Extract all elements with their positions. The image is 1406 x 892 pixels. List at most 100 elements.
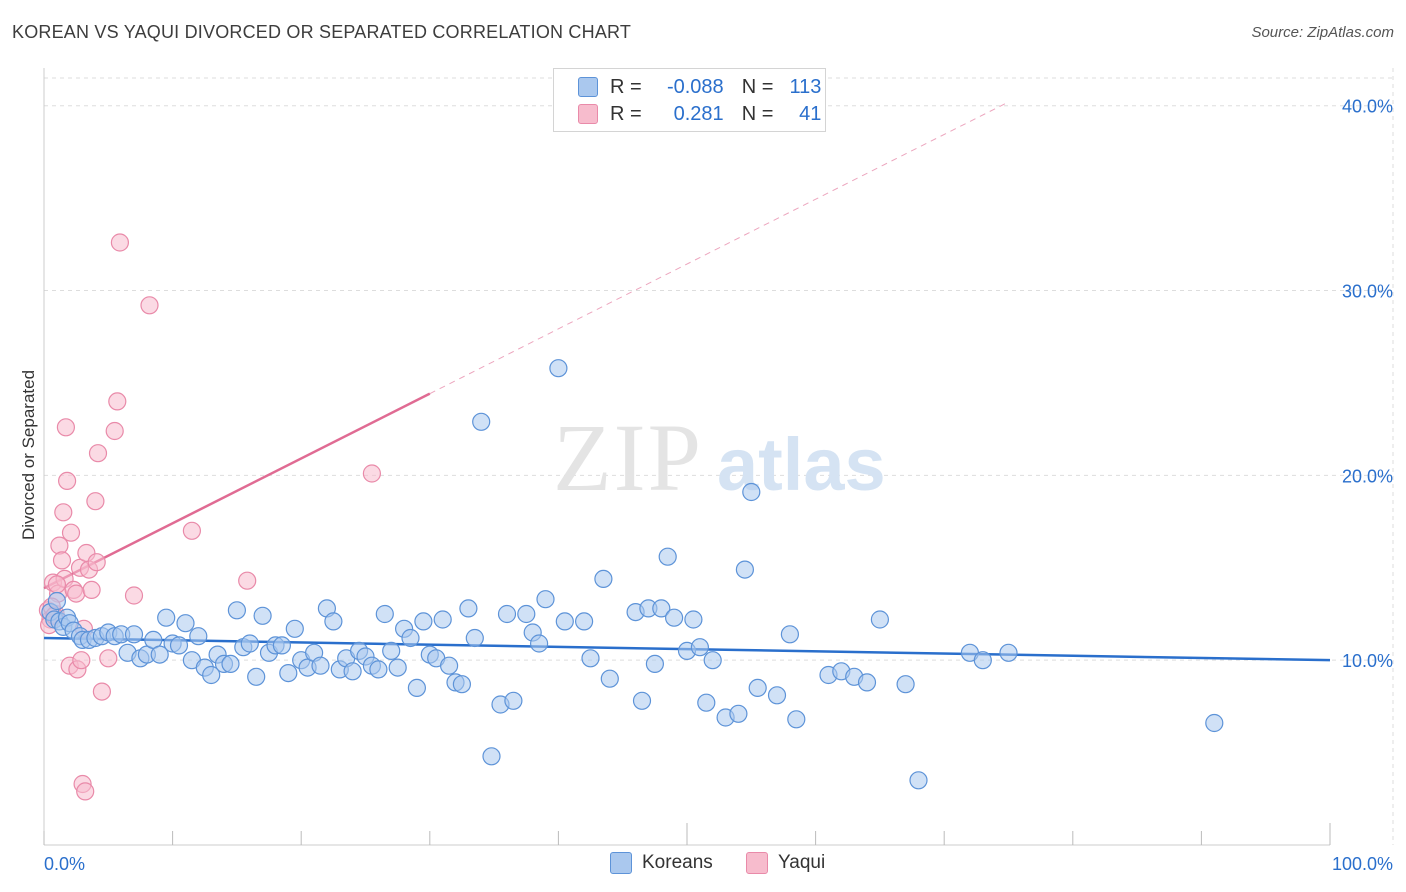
korean-point [279, 663, 298, 683]
yaqui-point [82, 580, 101, 600]
yaqui-point [87, 553, 106, 572]
korean-point [896, 675, 915, 694]
korean-point [272, 636, 291, 655]
yaqui-point [76, 782, 95, 801]
y-tick-label: 30.0% [1342, 282, 1393, 302]
korean-point [227, 601, 246, 620]
r-label: R = [610, 102, 642, 125]
stats-legend-row-koreans: R = -0.088 N = 113 [578, 75, 821, 99]
legend-item-koreans[interactable]: Koreans [610, 852, 713, 874]
korean-point [47, 591, 67, 611]
korean-point [311, 656, 330, 675]
yaqui-point [182, 521, 201, 540]
yaqui-point [86, 492, 105, 511]
korean-point [600, 669, 619, 688]
korean-point [729, 704, 748, 723]
korean-point [857, 673, 877, 692]
stats-legend-row-yaqui: R = 0.281 N = 41 [578, 102, 821, 126]
yaqui-point [362, 464, 381, 483]
n-value-koreans: 113 [789, 75, 822, 98]
korean-point [176, 614, 195, 633]
korean-point [343, 662, 362, 681]
korean-point [664, 608, 684, 627]
yaqui-point [72, 651, 91, 670]
y-tick-label: 10.0% [1342, 651, 1393, 671]
korean-point [169, 636, 189, 655]
korean-point [703, 651, 722, 670]
axes [43, 68, 1331, 846]
korean-point [382, 641, 401, 661]
korean-point [536, 590, 555, 609]
korean-point [433, 610, 452, 629]
korean-point [973, 651, 992, 670]
data-points [38, 233, 1224, 801]
yaqui-point [140, 296, 159, 315]
korean-point [999, 643, 1018, 662]
korean-point [440, 656, 459, 675]
korean-point [253, 606, 272, 625]
yaqui-point [52, 551, 72, 570]
trend-lines [43, 101, 1331, 662]
yaqui-point [56, 418, 76, 437]
korean-point [581, 649, 600, 668]
korean-point [645, 654, 665, 674]
trend-line-yaqui-extension [429, 101, 1009, 395]
korean-point [388, 658, 407, 677]
r-value-koreans: -0.088 [666, 75, 724, 98]
korean-point [780, 625, 800, 644]
korean-point [555, 612, 574, 631]
korean-point [401, 628, 420, 648]
korean-point [632, 691, 652, 710]
y-axis-label: Divorced or Separated [19, 370, 38, 540]
watermark-zip: ZIP [553, 404, 703, 511]
trend-line-yaqui [43, 392, 431, 590]
korean-point [285, 619, 304, 638]
korean-point [1205, 713, 1224, 733]
korean-point [497, 604, 517, 624]
korean-point [407, 678, 426, 698]
y-tick-label: 20.0% [1342, 466, 1393, 486]
korean-point [472, 412, 491, 431]
korean-point [482, 747, 501, 766]
korean-point [767, 686, 787, 705]
legend-label-koreans: Koreans [642, 852, 713, 873]
korean-point [247, 667, 266, 686]
korean-point [870, 610, 890, 629]
korean-point [748, 678, 767, 698]
n-value-yaqui: 41 [799, 102, 822, 125]
y-tick-label: 40.0% [1342, 97, 1393, 117]
stats-legend: R = -0.088 N = 113 R = 0.281 N = 41 [553, 68, 826, 132]
korean-point [658, 547, 677, 566]
n-label: N = [741, 75, 774, 98]
korean-point [549, 359, 568, 378]
yaqui-point [67, 584, 86, 603]
korean-point [465, 628, 484, 648]
korean-point [735, 560, 755, 579]
korean-point [742, 482, 761, 502]
korean-point [459, 599, 478, 618]
korean-swatch [578, 77, 598, 97]
korean-point [369, 660, 388, 679]
korean-point [375, 604, 394, 624]
yaqui-point [99, 649, 118, 668]
watermark: ZIP atlas [553, 404, 886, 511]
korean-point [594, 569, 613, 589]
n-label: N = [741, 102, 774, 125]
x-tick-label-max: 100.0% [1332, 854, 1393, 874]
legend-item-yaqui[interactable]: Yaqui [746, 852, 825, 874]
korean-legend-swatch [610, 852, 632, 874]
korean-point [504, 691, 523, 710]
yaqui-point [108, 392, 127, 411]
yaqui-legend-swatch [746, 852, 768, 874]
x-tick-label-min: 0.0% [44, 854, 85, 874]
yaqui-point [57, 471, 77, 490]
korean-point [787, 710, 806, 729]
y-tick-labels: 10.0% 20.0% 30.0% 40.0% [1342, 97, 1393, 671]
legend-label-yaqui: Yaqui [778, 852, 826, 873]
korean-point [697, 693, 716, 712]
watermark-atlas: atlas [717, 423, 886, 506]
korean-point [452, 675, 471, 694]
yaqui-point [54, 503, 73, 522]
yaqui-point [105, 421, 124, 441]
